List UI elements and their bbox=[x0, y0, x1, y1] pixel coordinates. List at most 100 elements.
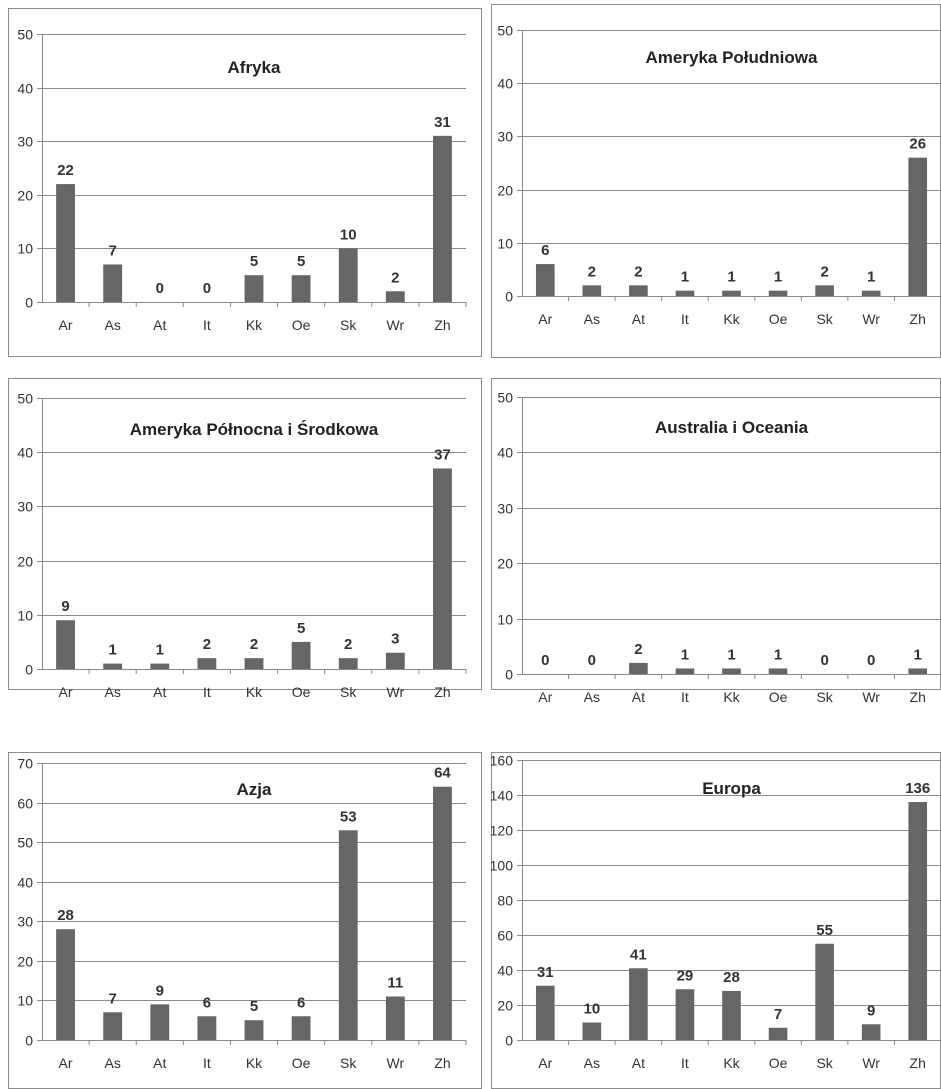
y-tick-label: 60 bbox=[497, 928, 513, 944]
data-label: 29 bbox=[677, 967, 694, 984]
bar-as bbox=[103, 1012, 123, 1040]
data-label: 28 bbox=[57, 907, 74, 924]
data-label: 2 bbox=[250, 636, 258, 653]
data-label: 9 bbox=[867, 1002, 875, 1019]
y-tick-label: 0 bbox=[505, 289, 513, 305]
data-label: 0 bbox=[156, 280, 164, 297]
data-label: 28 bbox=[723, 969, 740, 986]
bar-sk bbox=[338, 658, 358, 669]
bar-it bbox=[197, 1016, 217, 1040]
x-tick-label: Oe bbox=[769, 311, 788, 327]
chart-title: Afryka bbox=[228, 58, 281, 77]
bar-as bbox=[582, 285, 602, 296]
x-tick-label: It bbox=[681, 1055, 689, 1071]
data-label: 1 bbox=[727, 269, 735, 286]
x-tick-label: Wr bbox=[387, 684, 405, 700]
y-tick-label: 40 bbox=[497, 445, 513, 461]
data-label: 2 bbox=[391, 269, 399, 286]
y-tick-label: 0 bbox=[25, 295, 33, 311]
bar-ar bbox=[535, 264, 555, 296]
data-label: 7 bbox=[774, 1006, 782, 1023]
bar-oe bbox=[768, 1027, 788, 1040]
x-tick-label: Wr bbox=[862, 689, 880, 705]
data-label: 1 bbox=[681, 646, 689, 663]
bar-as bbox=[103, 264, 123, 302]
x-tick-label: It bbox=[203, 317, 211, 333]
bar-kk bbox=[722, 290, 741, 296]
x-tick-label: Wr bbox=[387, 1055, 405, 1071]
data-label: 10 bbox=[340, 226, 357, 243]
x-tick-label: Oe bbox=[292, 684, 311, 700]
bar-ar bbox=[56, 620, 75, 669]
data-label: 1 bbox=[108, 642, 116, 659]
bar-ar bbox=[56, 929, 75, 1040]
x-tick-label: Wr bbox=[862, 311, 880, 327]
x-tick-label: It bbox=[681, 311, 689, 327]
bar-sk bbox=[338, 248, 358, 302]
data-label: 7 bbox=[108, 242, 116, 259]
x-tick-label: Wr bbox=[387, 317, 405, 333]
bar-sk bbox=[338, 830, 358, 1040]
data-label: 5 bbox=[250, 253, 258, 270]
bar-zh bbox=[433, 786, 452, 1040]
y-tick-label: 20 bbox=[17, 188, 33, 204]
bar-at bbox=[629, 285, 648, 296]
data-label: 1 bbox=[774, 646, 782, 663]
bar-as bbox=[103, 663, 123, 669]
bar-wr bbox=[385, 996, 405, 1040]
x-tick-label: Ar bbox=[538, 1055, 552, 1071]
data-label: 11 bbox=[387, 974, 403, 991]
x-tick-label: Ar bbox=[538, 689, 552, 705]
bar-sk bbox=[815, 943, 834, 1040]
data-label: 22 bbox=[57, 162, 74, 179]
x-tick-label: Zh bbox=[434, 684, 450, 700]
data-label: 31 bbox=[537, 964, 554, 981]
x-tick-label: At bbox=[153, 684, 166, 700]
y-tick-label: 20 bbox=[497, 556, 513, 572]
bar-oe bbox=[768, 290, 788, 296]
chart-panel-5: 0 10 20 30 40 50 60 70 Azja 28 Ar 7 As 9 At 6 It 5 Kk 6 Oe 53… bbox=[8, 752, 482, 1089]
y-tick-label: 30 bbox=[497, 501, 513, 517]
bar-zh bbox=[908, 157, 928, 296]
chart-frame bbox=[491, 4, 941, 358]
x-tick-label: At bbox=[153, 1055, 166, 1071]
bar-sk bbox=[815, 285, 834, 296]
bar-as bbox=[582, 1022, 602, 1040]
data-label: 7 bbox=[108, 990, 116, 1007]
y-tick-label: 20 bbox=[17, 954, 33, 970]
bar-it bbox=[197, 658, 217, 669]
y-tick-label: 30 bbox=[17, 499, 33, 515]
data-label: 2 bbox=[634, 263, 642, 280]
x-tick-label: It bbox=[203, 684, 211, 700]
bar-kk bbox=[244, 1020, 264, 1040]
data-label: 31 bbox=[434, 114, 451, 131]
x-tick-label: Zh bbox=[910, 1055, 926, 1071]
x-tick-label: Ar bbox=[59, 1055, 73, 1071]
data-label: 10 bbox=[583, 1001, 600, 1018]
x-tick-label: As bbox=[104, 1055, 120, 1071]
chart-title: Australia i Oceania bbox=[655, 418, 809, 437]
bar-it bbox=[675, 290, 695, 296]
data-label: 9 bbox=[61, 598, 69, 615]
x-tick-label: Kk bbox=[723, 1055, 740, 1071]
bar-at bbox=[150, 663, 170, 669]
x-tick-label: As bbox=[584, 311, 600, 327]
y-tick-label: 140 bbox=[490, 788, 514, 804]
chart-title: Ameryka Południowa bbox=[646, 48, 818, 67]
x-tick-label: It bbox=[203, 1055, 211, 1071]
bar-oe bbox=[291, 275, 311, 302]
y-tick-label: 160 bbox=[490, 753, 514, 769]
data-label: 1 bbox=[156, 642, 164, 659]
x-tick-label: Kk bbox=[723, 689, 740, 705]
data-label: 0 bbox=[541, 652, 549, 669]
y-tick-label: 50 bbox=[17, 27, 33, 43]
chart-panel-2: 0 10 20 30 40 50 Ameryka Południowa 6 Ar 2 As 2 At 1 I… bbox=[491, 4, 941, 358]
x-tick-label: Zh bbox=[910, 311, 926, 327]
data-label: 1 bbox=[774, 269, 782, 286]
data-label: 0 bbox=[203, 280, 211, 297]
y-tick-label: 30 bbox=[17, 134, 33, 150]
y-tick-label: 50 bbox=[17, 835, 33, 851]
x-tick-label: Oe bbox=[769, 689, 788, 705]
x-tick-label: Kk bbox=[246, 1055, 263, 1071]
